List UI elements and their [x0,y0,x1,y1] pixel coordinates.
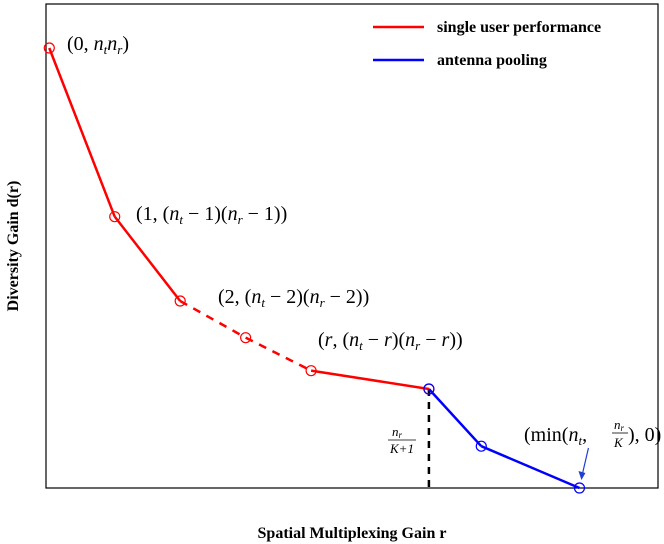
series-0-point-2 [174,295,186,307]
annotation-point-2: (2, (nt − 2)(nr − 2)) [218,286,369,310]
series-0-segment-1 [113,215,182,302]
series-1-segment-0 [427,388,483,448]
annotation-point-r: (r, (nt − r)(nr − r)) [318,329,463,353]
join-point [423,383,435,395]
legend-label-single: single user performance [437,19,601,36]
svg-text:), 0): ), 0) [628,424,661,446]
series-0-segment-0 [48,47,116,218]
series-1-point-1 [475,440,487,452]
y-axis-label: Diversity Gain d(r) [5,181,22,312]
series-0-point-3 [240,332,252,344]
series-markers [43,42,586,494]
legend-label-pooling: antenna pooling [437,52,547,69]
plot-frame [45,3,659,489]
legend: single user performance antenna pooling [373,19,601,69]
svg-text:nr: nr [614,417,625,433]
vertical-marker-label: nr K+1 [388,424,416,456]
svg-text:K+1: K+1 [389,441,414,456]
series-0-point-1 [109,211,121,223]
series-0-segment-2 [310,369,430,391]
annotation-point-0: (0, ntnr) [67,33,129,57]
annotation-point-min: (min(nt, nr K ), 0) [524,417,661,450]
series-1-point-2 [573,482,586,494]
svg-text:(min(nt,: (min(nt, [524,424,587,448]
annotation-pointer-arrow [578,447,590,480]
series-0-point-4 [305,365,317,377]
series-0-point-0 [43,42,55,54]
x-axis-label: Spatial Multiplexing Gain r [258,525,447,542]
series-1-segment-1 [480,445,580,490]
svg-text:K: K [613,435,624,450]
svg-text:nr: nr [392,424,403,440]
annotation-point-1: (1, (nt − 1)(nr − 1)) [136,203,287,227]
pointer-head [578,471,586,480]
series-0-segment-4 [245,336,312,372]
series-lines [48,47,580,490]
series-0-segment-3 [179,299,247,339]
